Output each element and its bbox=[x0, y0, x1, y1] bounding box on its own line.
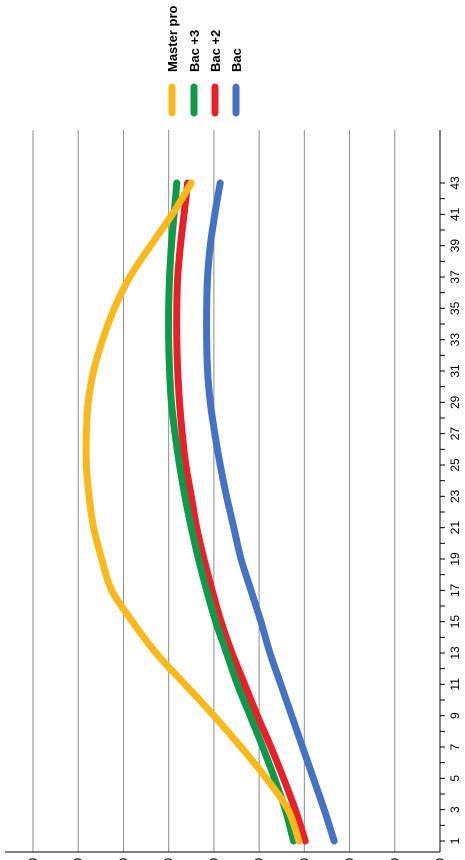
value-tick-label: 20 000 bbox=[252, 858, 266, 860]
category-tick-label: 31 bbox=[448, 364, 462, 378]
category-tick-label: 5 bbox=[448, 775, 462, 782]
category-tick-label: 39 bbox=[448, 239, 462, 253]
value-tick-label: 10 000 bbox=[343, 858, 357, 860]
legend-label: Bac +2 bbox=[208, 30, 223, 72]
category-tick-label: 21 bbox=[448, 521, 462, 535]
value-tick-label: 40 000 bbox=[71, 858, 85, 860]
category-tick-label: 33 bbox=[448, 333, 462, 347]
category-tick-label: 19 bbox=[448, 552, 462, 566]
value-tick-label: 15 000 bbox=[297, 858, 311, 860]
category-tick-label: 7 bbox=[448, 743, 462, 750]
category-tick-label: 41 bbox=[448, 207, 462, 221]
value-tick-label: 30 000 bbox=[162, 858, 176, 860]
series-line-master-pro bbox=[82, 179, 303, 845]
category-tick-label: 29 bbox=[448, 395, 462, 409]
value-tick-label: 0 bbox=[433, 858, 447, 860]
legend: Master pro Bac +3 Bac +2 Bac bbox=[165, 5, 244, 117]
series-line-bac bbox=[203, 179, 338, 845]
category-tick-label: 15 bbox=[448, 615, 462, 629]
series-lines bbox=[82, 179, 338, 845]
category-tick-label: 1 bbox=[448, 837, 462, 844]
category-tick-label: 43 bbox=[448, 176, 462, 190]
axes bbox=[5, 130, 445, 853]
legend-label: Bac bbox=[229, 48, 244, 72]
category-tick-label: 11 bbox=[448, 678, 462, 691]
value-tick-label: 5 000 bbox=[388, 858, 402, 860]
legend-label: Bac +3 bbox=[187, 30, 202, 72]
category-tick-label: 25 bbox=[448, 458, 462, 472]
value-tick-label: 35 000 bbox=[116, 858, 130, 860]
value-tick-label: 25 000 bbox=[207, 858, 221, 860]
category-tick-label: 3 bbox=[448, 806, 462, 813]
value-tick-labels: 0 5 000 10 000 15 000 20 000 25 000 30 000 35 0… bbox=[26, 858, 447, 860]
category-tick-label: 13 bbox=[448, 646, 462, 660]
series-line-bac-3 bbox=[165, 179, 297, 845]
category-tick-label: 37 bbox=[448, 270, 462, 284]
category-tick-label: 17 bbox=[448, 583, 462, 597]
category-tick-label: 9 bbox=[448, 712, 462, 719]
category-tick-label: 27 bbox=[448, 427, 462, 441]
legend-label: Master pro bbox=[165, 5, 180, 72]
category-tick-label: 35 bbox=[448, 301, 462, 315]
category-tick-label: 23 bbox=[448, 489, 462, 503]
series-line-bac-2 bbox=[173, 179, 309, 845]
value-tick-label: 45 000 bbox=[26, 858, 40, 860]
